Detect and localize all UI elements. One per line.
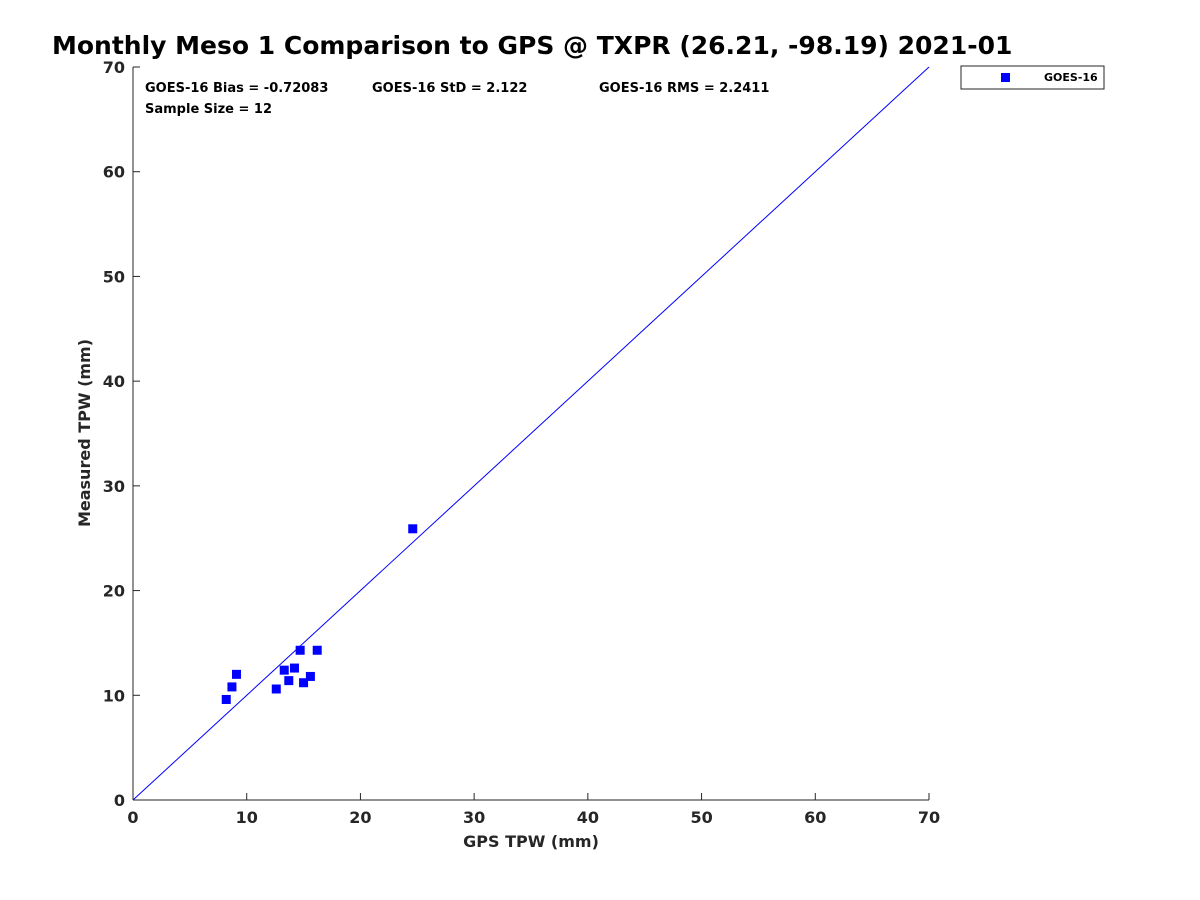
x-tick-label-10: 10 xyxy=(236,808,258,827)
rms-annotation: GOES-16 RMS = 2.2411 xyxy=(599,81,769,96)
data-point-6 xyxy=(284,676,294,686)
y-tick-label-30: 30 xyxy=(103,477,125,496)
x-axis-label: GPS TPW (mm) xyxy=(463,832,599,851)
data-point-1 xyxy=(221,694,231,704)
std-annotation: GOES-16 StD = 2.122 xyxy=(372,81,527,96)
data-point-5 xyxy=(279,665,289,675)
legend-entry-goes-16: GOES-16 xyxy=(1044,71,1098,84)
x-tick-label-30: 30 xyxy=(463,808,485,827)
legend-box xyxy=(960,65,1105,90)
plot-area: 0 10 20 30 40 50 60 70 0 10 20 30 40 50 60 70 xyxy=(103,58,940,827)
y-tick-label-40: 40 xyxy=(103,372,125,391)
data-point-7 xyxy=(289,663,299,673)
y-tick-label-0: 0 xyxy=(114,791,125,810)
data-point-8 xyxy=(295,645,305,655)
data-point-11 xyxy=(312,645,322,655)
x-tick-label-50: 50 xyxy=(690,808,712,827)
y-tick-label-10: 10 xyxy=(103,686,125,705)
x-tick-label-0: 0 xyxy=(127,808,138,827)
data-point-12 xyxy=(408,524,418,534)
x-tick-label-70: 70 xyxy=(918,808,940,827)
data-point-9 xyxy=(299,678,309,688)
x-tick-label-60: 60 xyxy=(804,808,826,827)
y-tick-label-50: 50 xyxy=(103,267,125,286)
legend: GOES-16 xyxy=(960,65,1105,90)
legend-marker-goes-16 xyxy=(1001,73,1010,82)
data-point-10 xyxy=(305,671,315,681)
x-tick-label-20: 20 xyxy=(349,808,371,827)
y-tick-label-70: 70 xyxy=(103,58,125,77)
data-point-3 xyxy=(231,669,241,679)
chart-title: Monthly Meso 1 Comparison to GPS @ TXPR … xyxy=(52,31,1012,60)
one-to-one-line xyxy=(132,66,930,801)
y-tick-label-60: 60 xyxy=(103,163,125,182)
y-tick-label-20: 20 xyxy=(103,582,125,601)
data-point-2 xyxy=(227,682,237,692)
x-tick-label-40: 40 xyxy=(577,808,599,827)
bias-annotation: GOES-16 Bias = -0.72083 xyxy=(145,81,328,96)
data-point-4 xyxy=(271,684,281,694)
y-axis-label: Measured TPW (mm) xyxy=(75,339,94,527)
sample-size-annotation: Sample Size = 12 xyxy=(145,102,272,117)
